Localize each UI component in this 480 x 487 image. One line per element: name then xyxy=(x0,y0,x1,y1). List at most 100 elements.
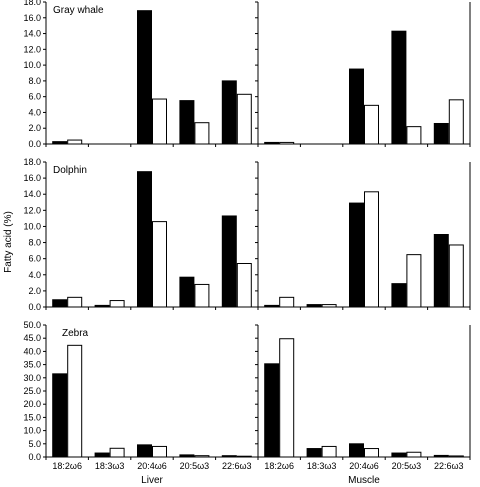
y-tick-label: 0.0 xyxy=(28,139,41,149)
bar xyxy=(236,263,252,308)
bar xyxy=(433,234,449,308)
x-category-label: 20:5ω3 xyxy=(392,461,422,471)
y-tick-label: 18.0 xyxy=(23,157,41,167)
y-tick-label: 5.0 xyxy=(28,439,41,449)
y-tick-label: 10.0 xyxy=(23,426,41,436)
bar xyxy=(279,296,295,308)
y-tick-label: 40.0 xyxy=(23,346,41,356)
bar xyxy=(152,445,167,458)
x-category-label: 20:4ω6 xyxy=(137,461,167,471)
y-tick-label: 4.0 xyxy=(28,270,41,280)
bar xyxy=(67,139,83,145)
bar xyxy=(137,10,152,145)
bar xyxy=(433,454,449,458)
bar xyxy=(152,221,167,308)
y-tick-label: 45.0 xyxy=(23,333,41,343)
y-tick-label: 25.0 xyxy=(23,386,41,396)
bar xyxy=(52,141,68,145)
y-tick-label: 8.0 xyxy=(28,238,41,248)
x-category-label: 18:2ω6 xyxy=(52,461,82,471)
y-tick-label: 10.0 xyxy=(23,60,41,70)
panel-title: Gray whale xyxy=(53,5,104,16)
bar xyxy=(349,443,364,458)
bar xyxy=(109,300,125,308)
bar xyxy=(221,215,237,308)
bar xyxy=(109,447,125,458)
bar xyxy=(321,445,337,458)
bar xyxy=(179,454,195,458)
bar xyxy=(364,104,379,145)
y-tick-label: 14.0 xyxy=(23,189,41,199)
y-tick-label: 16.0 xyxy=(23,173,41,183)
bar xyxy=(194,122,210,145)
x-category-label: 18:3ω3 xyxy=(95,461,125,471)
x-category-label: 22:6ω3 xyxy=(222,461,252,471)
y-tick-label: 16.0 xyxy=(23,13,41,23)
y-tick-label: 8.0 xyxy=(28,76,41,86)
y-tick-label: 10.0 xyxy=(23,221,41,231)
x-category-label: 20:5ω3 xyxy=(180,461,210,471)
bar xyxy=(236,93,252,145)
y-tick-label: 12.0 xyxy=(23,44,41,54)
bar xyxy=(94,304,110,308)
y-tick-label: 15.0 xyxy=(23,412,41,422)
bar xyxy=(391,283,407,308)
bar xyxy=(364,191,379,308)
x-category-label: 18:2ω6 xyxy=(264,461,294,471)
bar xyxy=(349,68,364,145)
bar xyxy=(321,304,337,308)
y-tick-label: 14.0 xyxy=(23,29,41,39)
bar xyxy=(279,338,295,458)
x-axis: 18:2ω6 18:3ω3 20:4ω6 20:5ω3 22:6ω3 Liver 18:2ω… xyxy=(45,144,471,486)
y-tick-label: 6.0 xyxy=(28,254,41,264)
bar xyxy=(448,99,464,145)
y-tick-label: 18.0 xyxy=(23,0,41,7)
bar xyxy=(433,122,449,145)
y-axis-label: Fatty acid (%) xyxy=(3,211,14,273)
bar xyxy=(236,455,252,458)
bar xyxy=(67,344,83,458)
bar xyxy=(221,80,237,145)
panel-titles: Gray whale Dolphin Zebra xyxy=(53,5,104,339)
y-tick-label: 6.0 xyxy=(28,92,41,102)
y-tick-label: 4.0 xyxy=(28,107,41,117)
bar xyxy=(221,455,237,458)
bar xyxy=(406,254,422,308)
bar xyxy=(52,299,68,308)
x-category-label: 20:4ω6 xyxy=(349,461,379,471)
y-tick-label: 2.0 xyxy=(28,286,41,296)
bar xyxy=(448,244,464,308)
bar xyxy=(391,30,407,145)
x-category-label: 18:3ω3 xyxy=(307,461,337,471)
bar xyxy=(406,126,422,145)
panel-title: Dolphin xyxy=(53,165,87,176)
bar xyxy=(194,455,210,458)
bar xyxy=(152,98,167,145)
bar xyxy=(264,141,280,145)
x-category-label: 22:6ω3 xyxy=(434,461,464,471)
x-column-label: Muscle xyxy=(348,475,380,486)
bar xyxy=(406,451,422,458)
bar xyxy=(349,202,364,308)
bar xyxy=(264,304,280,308)
bar xyxy=(194,283,210,308)
bar xyxy=(179,100,195,145)
bar xyxy=(448,455,464,458)
bar xyxy=(52,373,68,458)
bar xyxy=(137,444,152,458)
bar xyxy=(279,141,295,145)
y-tick-label: 0.0 xyxy=(28,302,41,312)
bar xyxy=(94,452,110,458)
x-column-label: Liver xyxy=(141,475,163,486)
y-tick-label: 12.0 xyxy=(23,205,41,215)
panel-title: Zebra xyxy=(62,328,89,339)
bar xyxy=(179,276,195,308)
y-tick-label: 0.0 xyxy=(28,452,41,462)
bar xyxy=(137,171,152,308)
y-tick-label: 30.0 xyxy=(23,373,41,383)
y-axes: 0.0 2.0 4.0 6.0 8.0 10.0 12.0 14.0 16.0 18.0 0.0 2.… xyxy=(23,0,258,462)
bar xyxy=(391,452,407,458)
y-tick-label: 50.0 xyxy=(23,320,41,330)
bar xyxy=(306,304,322,308)
